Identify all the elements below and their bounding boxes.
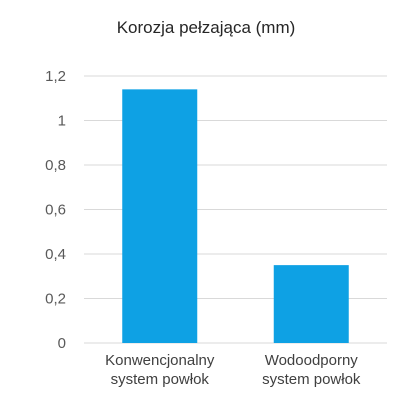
y-tick-label: 0 bbox=[58, 335, 66, 352]
y-axis-tick-labels: 0 0,2 0,4 0,6 0,8 1 1,2 bbox=[45, 68, 66, 352]
y-tick-label: 0,2 bbox=[45, 291, 66, 308]
x-axis-category-labels: Konwencjonalny system powłok Wodoodporny sy… bbox=[105, 352, 361, 388]
y-tick-label: 0,8 bbox=[45, 157, 66, 174]
chart-title: Korozja pełzająca (mm) bbox=[116, 18, 296, 37]
bar bbox=[273, 265, 349, 343]
x-category-label: Konwencjonalny bbox=[105, 352, 215, 369]
x-category-label: system powłok bbox=[111, 371, 210, 388]
bars bbox=[122, 89, 349, 343]
x-category-label: Wodoodporny bbox=[265, 352, 359, 369]
y-tick-label: 1,2 bbox=[45, 68, 66, 85]
y-tick-label: 1 bbox=[58, 113, 66, 130]
x-category-label: system powłok bbox=[262, 371, 361, 388]
bar bbox=[122, 89, 198, 343]
y-tick-label: 0,4 bbox=[45, 246, 66, 263]
y-tick-label: 0,6 bbox=[45, 202, 66, 219]
